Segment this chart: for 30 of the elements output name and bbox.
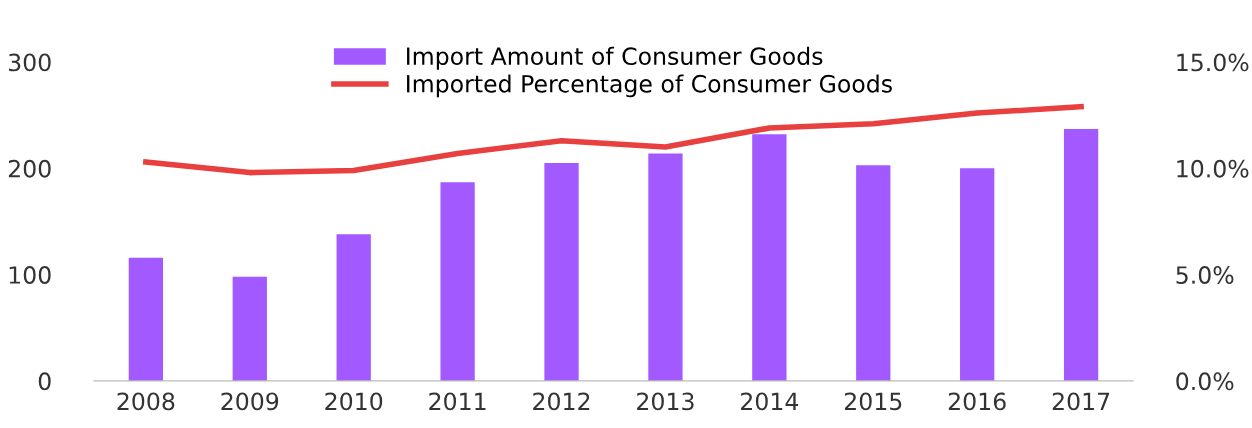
- x-tick-label: 2017: [1052, 392, 1110, 411]
- y-tick-label: 100: [9, 266, 51, 284]
- legend-label: Import Amount of Consumer Goods: [407, 46, 823, 70]
- bar: [128, 257, 163, 381]
- y2-tick-label: 5.0%: [1176, 266, 1234, 284]
- bar: [1063, 129, 1099, 381]
- y-tick-label: 200: [8, 159, 51, 178]
- bar: [440, 182, 475, 381]
- x-tick-label: 2015: [844, 392, 902, 411]
- bar: [336, 234, 371, 381]
- y2-tick-label: 0.0%: [1176, 372, 1234, 391]
- bar: [544, 163, 579, 381]
- y-tick-label: 300: [8, 53, 51, 72]
- x-tick-label: 2008: [117, 392, 175, 411]
- x-tick-label: 2011: [429, 392, 486, 411]
- bar: [960, 168, 995, 381]
- x-tick-label: 2012: [533, 392, 590, 411]
- y2-tick-label: 10.0%: [1177, 159, 1249, 178]
- x-tick-label: 2014: [741, 392, 799, 411]
- legend-label: Imported Percentage of Consumer Goods: [407, 74, 892, 98]
- bar: [648, 153, 683, 381]
- bar: [752, 134, 787, 381]
- x-tick-label: 2013: [637, 392, 694, 411]
- y2-tick-label: 15.0%: [1177, 53, 1249, 72]
- x-tick-label: 2009: [221, 392, 279, 411]
- x-tick-label: 2010: [325, 392, 383, 411]
- x-tick-label: 2016: [948, 392, 1006, 411]
- bar: [856, 165, 891, 381]
- y-tick-label: 0: [38, 372, 51, 391]
- bar: [232, 276, 267, 381]
